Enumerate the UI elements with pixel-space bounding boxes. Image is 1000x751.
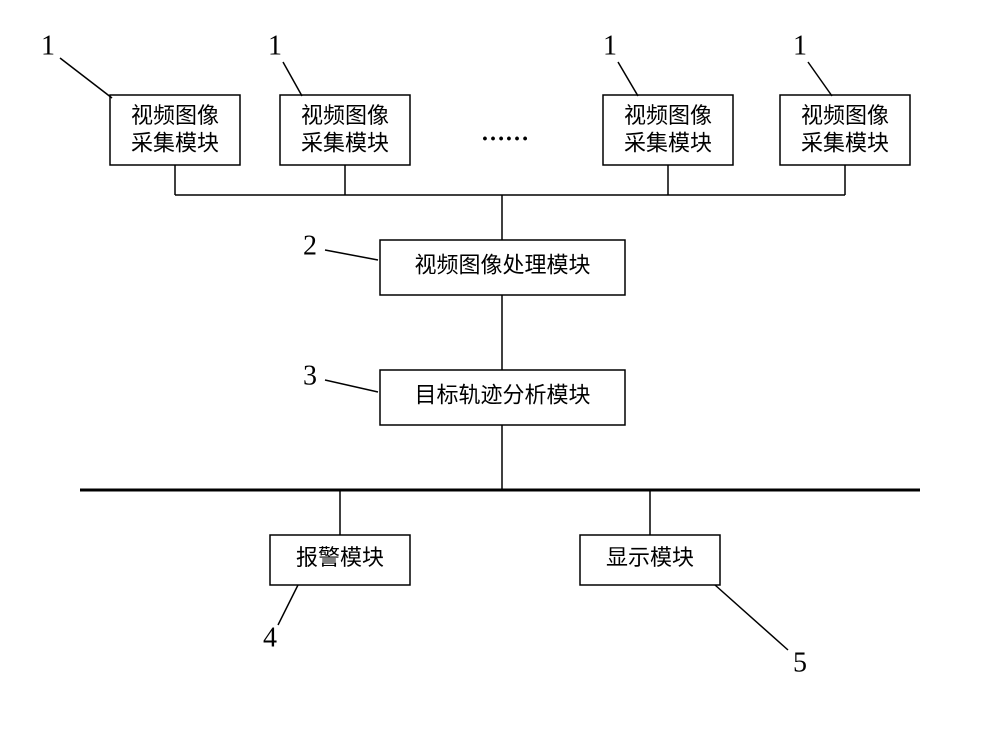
video-capture-module-line2: 采集模块 [801, 130, 889, 155]
callout-number: 1 [603, 30, 617, 61]
video-capture-module-line2: 采集模块 [131, 130, 219, 155]
trajectory-analysis-module-label: 目标轨迹分析模块 [414, 383, 590, 408]
callout-number: 1 [41, 30, 55, 61]
video-capture-module-line1: 视频图像 [624, 103, 712, 128]
callout-number: 2 [303, 230, 317, 261]
video-capture-module-line1: 视频图像 [301, 103, 389, 128]
leader-line [618, 62, 638, 96]
leader-line [715, 585, 788, 650]
callout-number: 5 [793, 647, 807, 678]
video-capture-module-line1: 视频图像 [801, 103, 889, 128]
callout-number: 4 [263, 622, 277, 653]
alarm-module-label: 报警模块 [296, 545, 384, 570]
ellipsis: …… [481, 121, 529, 147]
video-capture-module-line1: 视频图像 [131, 103, 219, 128]
callout-number: 1 [268, 30, 282, 61]
callout-number: 3 [303, 360, 317, 391]
leader-line [278, 585, 298, 625]
leader-line [60, 58, 112, 98]
leader-line [808, 62, 832, 96]
leader-line [325, 380, 378, 392]
video-capture-module-line2: 采集模块 [301, 130, 389, 155]
display-module-label: 显示模块 [606, 545, 694, 570]
video-processing-module-label: 视频图像处理模块 [414, 253, 590, 278]
video-capture-module-line2: 采集模块 [624, 130, 712, 155]
callout-number: 1 [793, 30, 807, 61]
leader-line [283, 62, 302, 96]
leader-line [325, 250, 378, 260]
